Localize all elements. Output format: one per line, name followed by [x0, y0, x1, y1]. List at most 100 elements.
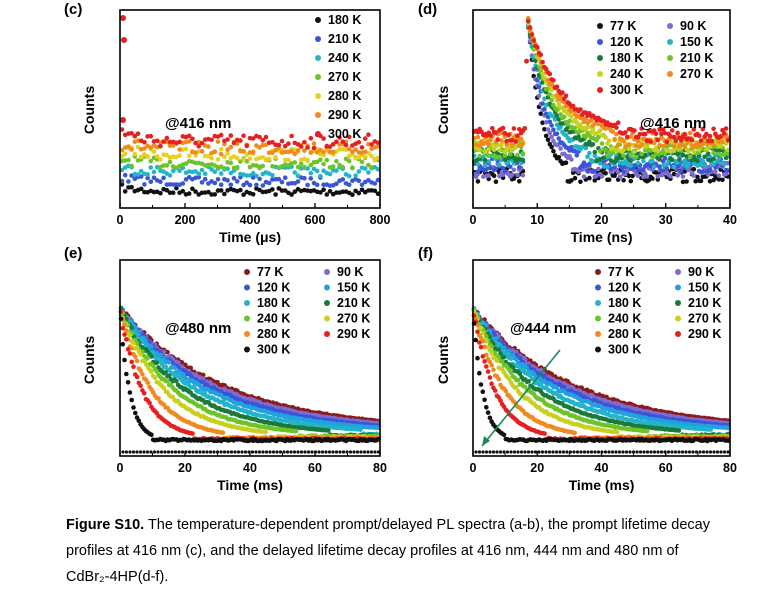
data-point	[148, 165, 154, 170]
data-point	[676, 428, 682, 433]
data-point	[545, 77, 551, 83]
data-point	[599, 141, 605, 146]
data-point	[334, 139, 339, 145]
legend-entry: 210 K	[680, 51, 713, 65]
data-point	[240, 450, 244, 454]
x-axis-label: Time (μs)	[219, 229, 281, 245]
data-point	[669, 157, 675, 163]
data-point	[209, 137, 214, 143]
data-point	[275, 450, 279, 454]
data-point	[587, 150, 592, 156]
data-point	[506, 132, 511, 138]
data-point	[305, 145, 310, 150]
data-point	[142, 146, 147, 151]
data-point	[473, 142, 479, 147]
data-point	[352, 450, 356, 454]
data-point	[475, 169, 481, 174]
data-point	[655, 177, 661, 182]
data-point	[127, 390, 133, 395]
data-point	[497, 162, 502, 168]
data-point	[359, 182, 365, 188]
data-point	[366, 162, 371, 168]
data-point	[261, 450, 265, 454]
data-point	[711, 142, 716, 147]
data-point	[543, 120, 549, 125]
data-point	[346, 182, 352, 187]
data-point	[542, 431, 547, 436]
data-point	[334, 450, 339, 454]
data-point	[268, 450, 272, 454]
legend-marker	[597, 71, 603, 77]
data-point	[276, 142, 282, 148]
data-point	[491, 147, 497, 153]
data-point	[696, 133, 702, 139]
data-point	[639, 151, 644, 157]
data-point	[170, 450, 174, 454]
legend-marker	[244, 269, 250, 275]
data-point	[305, 157, 310, 163]
data-point	[362, 154, 368, 160]
data-point	[657, 157, 662, 162]
data-point	[610, 145, 616, 151]
data-point	[700, 146, 706, 152]
data-point	[621, 177, 626, 183]
data-point	[234, 179, 240, 184]
data-point	[543, 133, 549, 139]
data-point	[547, 71, 553, 77]
data-point	[678, 141, 684, 146]
data-point	[635, 168, 641, 173]
data-point	[158, 144, 163, 149]
data-point	[302, 148, 307, 153]
data-point	[177, 450, 181, 454]
data-point	[621, 138, 626, 144]
data-point	[226, 450, 230, 454]
data-point	[684, 179, 689, 184]
data-point	[698, 138, 704, 143]
data-point	[170, 182, 176, 187]
data-point	[167, 159, 173, 165]
data-point	[308, 176, 314, 181]
data-point	[651, 153, 657, 159]
data-point	[121, 450, 125, 454]
data-point	[158, 179, 163, 184]
data-point	[250, 450, 255, 454]
data-point	[597, 128, 603, 133]
data-point	[121, 37, 127, 43]
data-point	[675, 152, 680, 157]
data-point	[526, 19, 531, 24]
data-point	[145, 154, 150, 159]
data-point	[122, 332, 127, 337]
data-point	[700, 158, 706, 164]
data-point	[558, 146, 563, 151]
data-point	[247, 182, 253, 188]
data-point	[177, 168, 182, 173]
data-point	[149, 369, 154, 375]
data-point	[592, 178, 598, 183]
data-point	[165, 349, 170, 355]
data-point	[499, 138, 504, 143]
data-point	[158, 190, 163, 196]
x-axis-label: Time (ms)	[217, 477, 283, 493]
data-point	[151, 169, 157, 175]
legend-entry: 180 K	[257, 296, 290, 310]
data-point	[522, 126, 527, 131]
data-point	[205, 450, 209, 454]
data-point	[644, 174, 650, 179]
data-point	[662, 155, 668, 161]
data-point	[536, 84, 542, 90]
legend-marker	[244, 284, 250, 291]
data-point	[651, 164, 657, 170]
data-point	[193, 140, 198, 146]
data-point	[641, 167, 646, 173]
data-point	[592, 153, 598, 159]
legend-entry: 120 K	[610, 35, 643, 49]
data-point	[320, 450, 325, 454]
data-point	[138, 450, 143, 454]
data-point	[282, 188, 288, 193]
data-point	[653, 170, 659, 175]
data-point	[547, 130, 553, 136]
data-point	[682, 158, 688, 163]
data-point	[164, 152, 170, 158]
legend-entry: 210 K	[337, 296, 370, 310]
